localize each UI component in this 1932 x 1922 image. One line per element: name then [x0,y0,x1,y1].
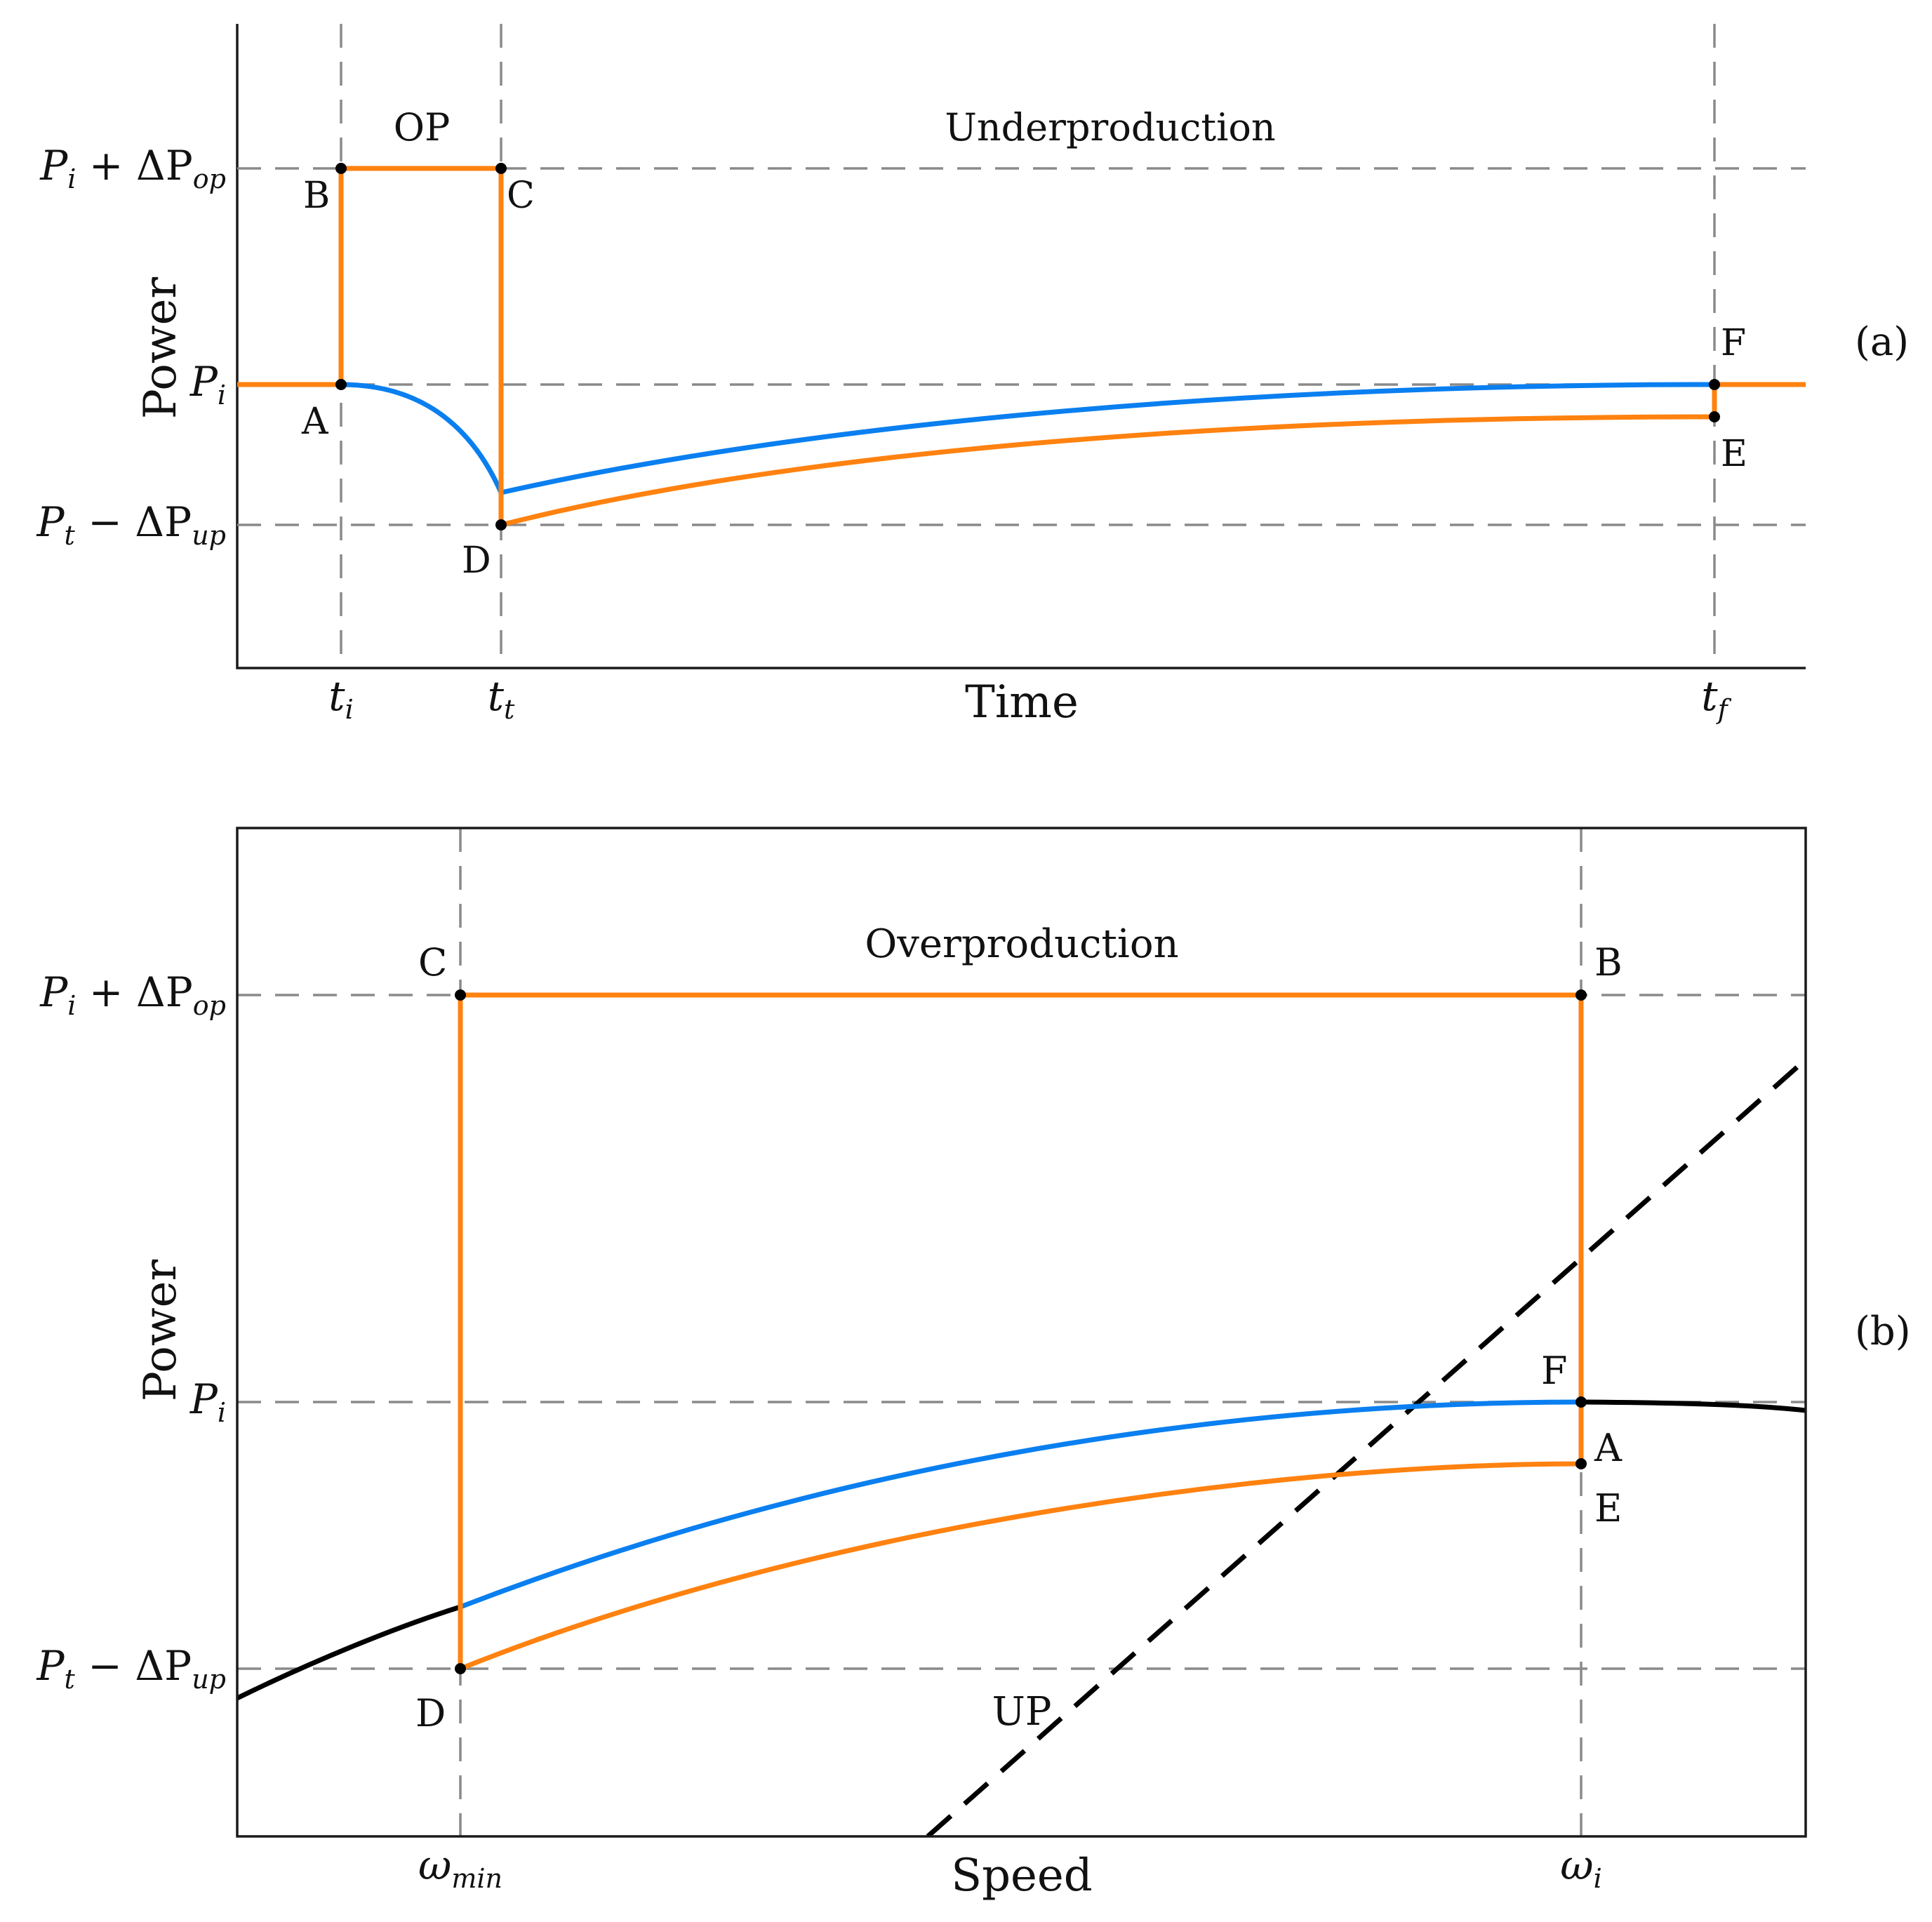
panel-b-label-b: B [1594,940,1623,985]
panel-b-point-b [1575,989,1587,1001]
panel-b-point-af [1575,1396,1587,1408]
panel-a-label-b: B [303,175,330,217]
panel-b: A B C D E F Overproduction UP Pi + ΔPop … [36,827,1911,1902]
panel-a-blue-curve [340,382,1715,496]
panel-a-label-e: E [1721,433,1747,475]
panel-a-point-e [1709,411,1720,422]
panel-a-orange-curve [237,166,1806,528]
panel-b-point-e [1575,1458,1587,1469]
panel-b-blue-curve [459,1399,1582,1610]
panel-a-xtick-ti: ti [328,672,353,725]
panel-b-region-overproduction: Overproduction [865,921,1178,967]
panel-a-region-underproduction: Underproduction [945,105,1275,149]
panel-a-ytick-upper: Pi + ΔPop [39,142,226,194]
panel-b-ytick-upper: Pi + ΔPop [39,968,226,1021]
panel-a-point-b [335,163,347,174]
panel-b-ylabel: Power [135,1259,187,1401]
panel-b-orange-curve [458,992,1584,1673]
panel-b-mpp-curve-left [237,1604,462,1701]
panel-a-label-c: C [507,175,535,217]
panel-a-xlabel: Time [965,676,1079,728]
panel-a-label-a: A [301,401,329,443]
panel-a-point-f [1709,379,1720,390]
panel-b-xtick-wi: ωi [1560,1841,1601,1894]
panel-b-mpp-curve-right [1580,1399,1806,1413]
panel-a-point-a [335,379,347,390]
panel-a-point-c [495,163,507,174]
panel-b-xlabel: Speed [951,1850,1093,1902]
panel-a: A B C D E F OP Underproduction Pi + ΔPop… [36,24,1909,728]
panel-b-ytick-mid: Pi [189,1375,226,1428]
panel-b-frame [236,827,1807,1838]
panel-b-xtick-wmin: ωmin [418,1841,502,1894]
panel-a-label-d: D [462,540,491,582]
panel-b-label-a: A [1594,1426,1623,1470]
panel-b-label-d: D [415,1691,446,1735]
panel-a-ytick-mid: Pi [189,358,226,411]
panel-b-ytick-lower: Pt − ΔPup [36,1642,226,1695]
panel-a-region-op: OP [394,105,451,149]
panel-a-ylabel: Power [135,276,187,419]
panel-b-point-c [455,989,466,1001]
panel-a-label-f: F [1721,322,1746,364]
panel-b-label-e: E [1594,1486,1622,1530]
panel-b-point-d [455,1663,466,1674]
panel-b-label-c: C [418,940,447,985]
panel-b-tag: (b) [1855,1309,1911,1354]
panel-b-label-f: F [1541,1349,1567,1393]
panel-b-region-up: UP [992,1689,1052,1735]
panel-a-xtick-tt: tt [488,672,515,725]
panel-a-xtick-tf: tf [1701,672,1731,725]
panel-a-point-d [495,519,507,530]
panel-a-tag: (a) [1855,319,1909,365]
panel-a-axes [236,24,1806,669]
panel-a-ytick-lower: Pt − ΔPup [36,498,226,551]
panel-b-dashed-line [926,1057,1806,1836]
